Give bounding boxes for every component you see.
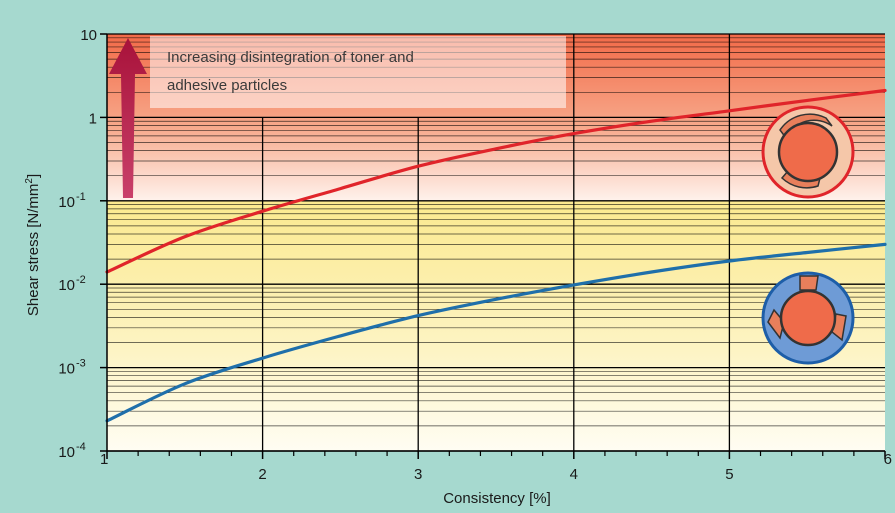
series-line-red (105, 88, 887, 274)
y-tick-exponent: -1 (76, 191, 86, 203)
y-tick-label: 10 (80, 27, 97, 44)
annotation-line-1: Increasing disintegration of toner and (167, 49, 414, 66)
annotation: Increasing disintegration of toner and a… (109, 36, 566, 198)
annotation-box (150, 36, 566, 108)
series-layer (105, 88, 887, 423)
y-axis-title-main: Shear stress [N/mm (25, 184, 42, 317)
band-low-shear (107, 200, 885, 451)
y-tick-label: 10-1 (58, 191, 85, 211)
series-line-blue (105, 242, 887, 423)
rotor-single-blade-icon (761, 105, 855, 199)
y-tick-exponent: -3 (76, 358, 86, 370)
y-tick-label: 10-3 (58, 358, 85, 378)
y-axis-title-sup: 2 (24, 178, 35, 184)
y-tick-label: 10-2 (58, 274, 85, 294)
y-tick-label: 10-4 (58, 441, 85, 461)
y-tick-exponent: -2 (76, 274, 86, 286)
y-axis-title: Shear stress [N/mm2] (24, 174, 42, 316)
y-tick-exponent: -4 (76, 441, 86, 453)
x-axis-title: Consistency [%] (443, 490, 551, 507)
y-tick-label: 1 (89, 110, 97, 127)
annotation-line-2: adhesive particles (167, 77, 287, 94)
y-axis-title-end: ] (25, 174, 42, 178)
x-tick-label: 5 (725, 466, 733, 483)
x-tick-label: 6 (884, 451, 892, 468)
x-tick-label: 3 (414, 466, 422, 483)
x-tick-label: 2 (258, 466, 266, 483)
x-tick-label: 1 (100, 451, 108, 468)
x-axis: 1 2 3 4 5 6 (100, 451, 892, 483)
rotor-multi-blade-icon (761, 271, 855, 365)
x-tick-label: 4 (570, 466, 578, 483)
increase-arrow-icon (109, 38, 147, 198)
y-axis: 10-4 10-3 10-2 10-1 1 10 (58, 27, 107, 461)
